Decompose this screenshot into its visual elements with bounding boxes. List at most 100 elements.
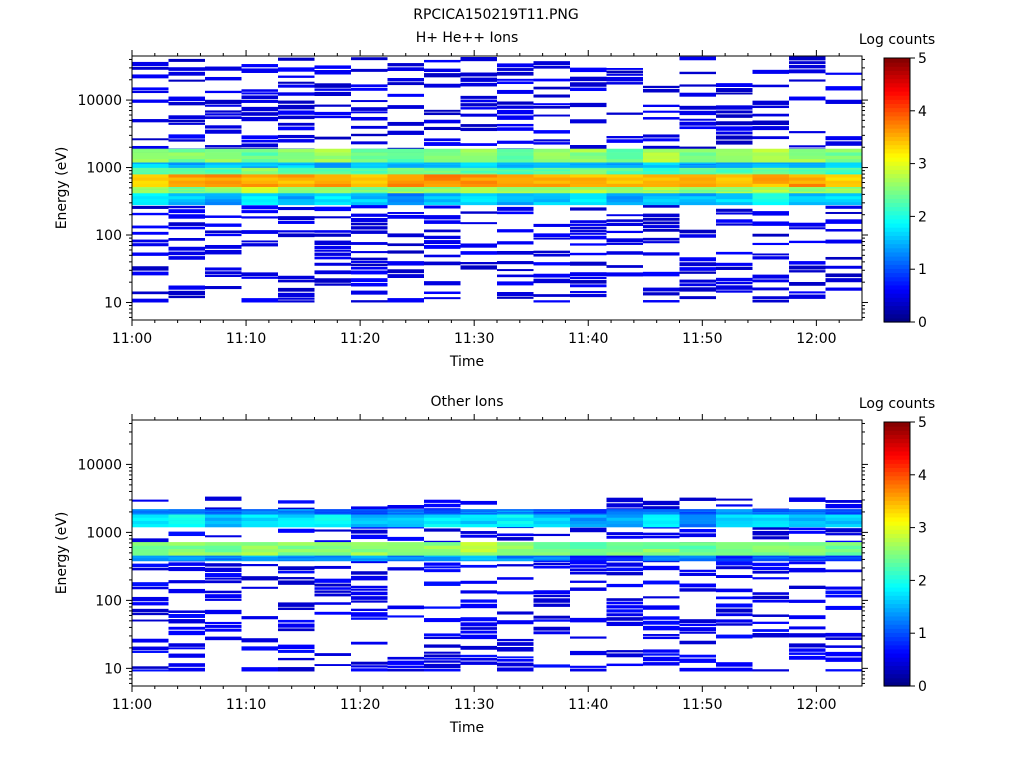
heatmap-cell [132, 499, 169, 502]
heatmap-cell [205, 116, 242, 119]
heatmap-cell [424, 545, 461, 549]
heatmap-cell [351, 155, 388, 160]
heatmap-cell [278, 528, 315, 533]
heatmap-cell [789, 514, 826, 518]
colorbar-step [884, 620, 910, 625]
colorbar-step [884, 545, 910, 551]
heatmap-cell [643, 188, 680, 191]
heatmap-cell [825, 586, 862, 590]
heatmap-cell [570, 155, 607, 160]
heatmap-cell [570, 580, 607, 583]
heatmap-cell [132, 198, 169, 203]
heatmap-cell [716, 667, 753, 672]
colorbar-frame [883, 421, 911, 687]
heatmap-cell [132, 201, 169, 206]
heatmap-cell [570, 293, 607, 298]
heatmap-cell [825, 86, 862, 91]
heatmap-cell [132, 74, 169, 79]
heatmap-cell [752, 509, 789, 511]
heatmap-cell [570, 163, 607, 166]
heatmap-cell [606, 545, 643, 549]
heatmap-cell [241, 243, 278, 247]
heatmap-cell [205, 174, 242, 178]
heatmap-cell [460, 509, 497, 511]
heatmap-cell [606, 567, 643, 572]
heatmap-cell [168, 531, 205, 537]
heatmap-cell [570, 166, 607, 168]
heatmap-cell [752, 177, 789, 181]
colorbar-step [884, 177, 910, 183]
heatmap-cell [314, 167, 351, 170]
heatmap-cell [132, 586, 169, 590]
colorbar-step [884, 665, 910, 671]
heatmap-cell [168, 174, 205, 178]
heatmap-cell [314, 559, 351, 562]
heatmap-cell [570, 230, 607, 233]
heatmap-cell [497, 162, 534, 164]
heatmap-cell [716, 155, 753, 160]
heatmap-cell [205, 155, 242, 160]
heatmap-cell [241, 272, 278, 277]
x-tick-label: 11:50 [682, 697, 722, 713]
heatmap-cell [278, 188, 315, 191]
heatmap-cell [424, 152, 461, 156]
heatmap-cell [241, 112, 278, 116]
heatmap-cell [132, 174, 169, 178]
heatmap-cell [205, 180, 242, 184]
heatmap-cell [606, 136, 643, 139]
heatmap-cell [825, 265, 862, 269]
heatmap-cell [278, 512, 315, 515]
heatmap-cell [825, 136, 862, 141]
heatmap-cell [387, 195, 424, 200]
heatmap-cell [643, 164, 680, 167]
heatmap-cell [168, 209, 205, 214]
heatmap-cell [606, 601, 643, 605]
heatmap-cell [825, 188, 862, 191]
heatmap-cell [424, 633, 461, 637]
heatmap-cell [643, 172, 680, 175]
colorbar-step [884, 516, 910, 522]
heatmap-cell [424, 618, 461, 623]
heatmap-cell [789, 191, 826, 194]
colorbar-step [884, 607, 910, 613]
colorbar-step [884, 669, 910, 675]
heatmap-cell [789, 555, 826, 558]
heatmap-cell [351, 188, 388, 191]
colorbar-step [884, 181, 910, 187]
heatmap-cell [679, 201, 716, 206]
colorbar-step [884, 264, 910, 269]
heatmap-cell [716, 140, 753, 145]
heatmap-cell [497, 158, 534, 163]
heatmap-cell [460, 195, 497, 200]
heatmap-cell [825, 205, 862, 209]
heatmap-cell [825, 287, 862, 291]
heatmap-cell [278, 158, 315, 163]
heatmap-cell [716, 114, 753, 118]
heatmap-cell [132, 158, 169, 163]
heatmap-cell [241, 188, 278, 191]
y-tick-label: 1000 [86, 161, 122, 177]
heatmap-cell [716, 662, 753, 667]
heatmap-cell [387, 164, 424, 167]
panel-2: 11:00 11:10 11:20 11:30 11:40 11:50 12:0010100… [54, 394, 935, 736]
heatmap-cell [570, 195, 607, 200]
heatmap-cell [643, 596, 680, 599]
heatmap-cell [424, 240, 461, 245]
heatmap-cell [825, 594, 862, 598]
heatmap-cell [351, 555, 388, 558]
heatmap-cell [679, 152, 716, 156]
heatmap-cell [132, 148, 169, 153]
heatmap-cell [497, 89, 534, 94]
colorbar-step [884, 272, 910, 278]
colorbar-step [884, 214, 910, 220]
heatmap-cell [387, 605, 424, 610]
heatmap-cell [643, 204, 680, 208]
colorbar-step [884, 554, 910, 559]
heatmap-cell [132, 510, 169, 512]
heatmap-cell [460, 657, 497, 661]
heatmap-cells [132, 56, 862, 303]
heatmap-cell [533, 565, 570, 569]
heatmap-cell [497, 558, 534, 560]
heatmap-cell [570, 186, 607, 189]
